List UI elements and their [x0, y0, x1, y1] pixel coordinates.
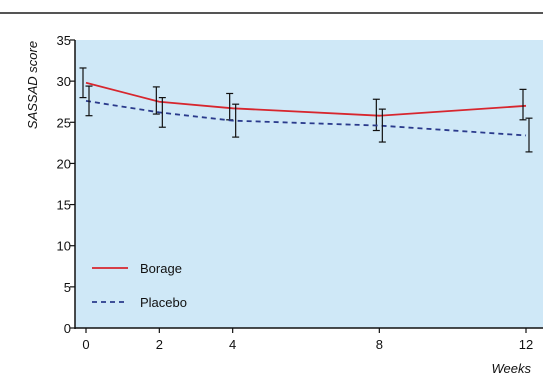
y-tick-label: 35 [57, 33, 71, 48]
x-tick-label: 8 [376, 337, 383, 352]
plot-area [75, 40, 543, 328]
y-axis-title: SASSAD score [25, 41, 40, 129]
y-tick-label: 10 [57, 239, 71, 254]
y-tick-label: 25 [57, 115, 71, 130]
y-tick-label: 0 [64, 321, 71, 336]
x-tick-label: 0 [82, 337, 89, 352]
y-tick-label: 5 [64, 280, 71, 295]
legend-label-borage: Borage [140, 261, 182, 276]
y-tick-label: 20 [57, 156, 71, 171]
legend-label-placebo: Placebo [140, 295, 187, 310]
x-tick-label: 2 [156, 337, 163, 352]
x-tick-label: 4 [229, 337, 236, 352]
y-tick-label: 30 [57, 74, 71, 89]
x-axis-title: Weeks [492, 361, 532, 376]
x-tick-label: 12 [519, 337, 533, 352]
top-rule [0, 12, 543, 14]
y-tick-label: 15 [57, 198, 71, 213]
